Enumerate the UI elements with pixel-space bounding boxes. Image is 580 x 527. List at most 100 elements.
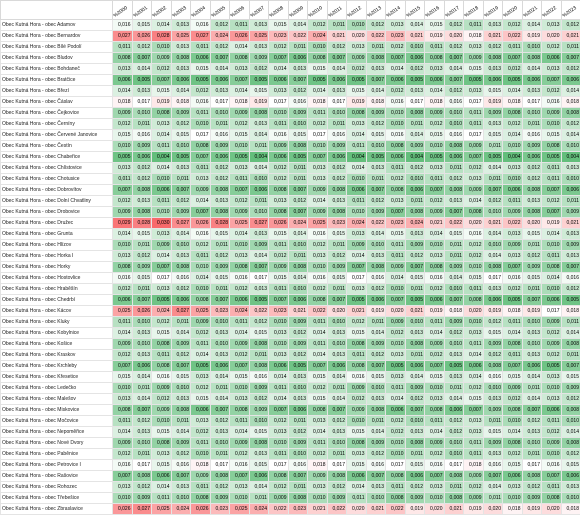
- value-cell: 0,011: [365, 173, 386, 185]
- value-cell: 0,013: [424, 63, 445, 75]
- value-cell: 0,017: [268, 459, 289, 471]
- value-cell: 0,016: [229, 272, 250, 284]
- value-cell: 0,014: [560, 129, 580, 141]
- value-cell: 0,016: [307, 272, 328, 284]
- value-cell: 0,012: [404, 162, 425, 174]
- value-cell: 0,010: [424, 382, 445, 394]
- value-cell: 0,012: [463, 250, 484, 262]
- value-cell: 0,013: [463, 85, 484, 97]
- value-cell: 0,007: [209, 52, 230, 64]
- value-cell: 0,016: [385, 129, 406, 141]
- row-label: Obec Kutná Hora - obec Čejkovice: [0, 107, 113, 119]
- value-cell: 0,005: [502, 74, 523, 86]
- value-cell: 0,012: [502, 118, 523, 130]
- value-cell: 0,008: [346, 360, 367, 372]
- value-cell: 0,010: [170, 140, 191, 152]
- value-cell: 0,014: [404, 19, 425, 31]
- value-cell: 0,016: [268, 129, 289, 141]
- value-cell: 0,016: [443, 96, 464, 108]
- value-cell: 0,014: [287, 228, 308, 240]
- value-cell: 0,006: [190, 404, 211, 416]
- value-cell: 0,015: [248, 426, 269, 438]
- value-cell: 0,007: [385, 206, 406, 218]
- row-label: Obec Kutná Hora - obec Chedrbí: [0, 294, 113, 306]
- value-cell: 0,014: [326, 63, 347, 75]
- value-cell: 0,008: [248, 338, 269, 350]
- value-cell: 0,011: [541, 173, 562, 185]
- value-cell: 0,009: [209, 140, 230, 152]
- value-cell: 0,023: [287, 503, 308, 515]
- value-cell: 0,013: [112, 63, 133, 75]
- value-cell: 0,019: [365, 305, 386, 317]
- value-cell: 0,021: [482, 217, 503, 229]
- value-cell: 0,012: [209, 162, 230, 174]
- value-cell: 0,011: [560, 316, 580, 328]
- value-cell: 0,016: [190, 228, 211, 240]
- value-cell: 0,012: [424, 349, 445, 361]
- value-cell: 0,009: [190, 184, 211, 196]
- value-cell: 0,012: [190, 382, 211, 394]
- value-cell: 0,008: [385, 140, 406, 152]
- value-cell: 0,018: [502, 503, 523, 515]
- value-cell: 0,009: [287, 316, 308, 328]
- row-label: Obec Kutná Hora - obec Paběnice: [0, 448, 113, 460]
- value-cell: 0,012: [170, 448, 191, 460]
- data-row: Obec Kutná Hora - obec Nové Dvory 0,009 0,…: [0, 437, 580, 449]
- column-label: %2006: [229, 5, 246, 19]
- value-cell: 0,015: [560, 459, 580, 471]
- value-cell: 0,014: [326, 393, 347, 405]
- value-cell: 0,020: [346, 30, 367, 42]
- value-cell: 0,013: [248, 228, 269, 240]
- value-cell: 0,006: [248, 470, 269, 482]
- value-cell: 0,012: [307, 19, 328, 31]
- column-header: %2003: [170, 0, 191, 20]
- value-cell: 0,010: [463, 261, 484, 273]
- value-cell: 0,010: [443, 107, 464, 119]
- value-cell: 0,013: [365, 162, 386, 174]
- value-cell: 0,014: [307, 85, 328, 97]
- value-cell: 0,013: [112, 250, 133, 262]
- value-cell: 0,009: [326, 140, 347, 152]
- value-cell: 0,014: [151, 129, 172, 141]
- value-cell: 0,010: [326, 316, 347, 328]
- value-cell: 0,014: [385, 393, 406, 405]
- value-cell: 0,010: [560, 173, 580, 185]
- value-cell: 0,013: [151, 118, 172, 130]
- value-cell: 0,007: [112, 360, 133, 372]
- value-cell: 0,008: [541, 140, 562, 152]
- value-cell: 0,011: [131, 382, 152, 394]
- value-cell: 0,014: [131, 63, 152, 75]
- value-cell: 0,014: [521, 63, 542, 75]
- value-cell: 0,012: [502, 448, 523, 460]
- value-cell: 0,015: [209, 272, 230, 284]
- value-cell: 0,008: [248, 107, 269, 119]
- value-cell: 0,008: [229, 261, 250, 273]
- value-cell: 0,010: [404, 173, 425, 185]
- data-row: Obec Kutná Hora - obec Bílé Podolí 0,011 0…: [0, 41, 580, 53]
- value-cell: 0,012: [443, 19, 464, 31]
- value-cell: 0,010: [541, 239, 562, 251]
- value-cell: 0,010: [112, 140, 133, 152]
- value-cell: 0,008: [268, 206, 289, 218]
- value-cell: 0,015: [326, 228, 347, 240]
- value-cell: 0,015: [248, 327, 269, 339]
- value-cell: 0,008: [151, 338, 172, 350]
- value-cell: 0,010: [482, 239, 503, 251]
- corner-cell: [0, 0, 113, 20]
- value-cell: 0,022: [268, 503, 289, 515]
- value-cell: 0,023: [385, 217, 406, 229]
- value-cell: 0,012: [326, 162, 347, 174]
- value-cell: 0,010: [365, 492, 386, 504]
- value-cell: 0,007: [268, 52, 289, 64]
- value-cell: 0,006: [404, 184, 425, 196]
- value-cell: 0,008: [112, 261, 133, 273]
- value-cell: 0,014: [482, 250, 503, 262]
- value-cell: 0,019: [404, 503, 425, 515]
- value-cell: 0,007: [482, 184, 503, 196]
- value-cell: 0,013: [502, 250, 523, 262]
- value-cell: 0,013: [112, 481, 133, 493]
- value-cell: 0,010: [443, 338, 464, 350]
- value-cell: 0,011: [307, 338, 328, 350]
- value-cell: 0,009: [404, 140, 425, 152]
- value-cell: 0,026: [112, 503, 133, 515]
